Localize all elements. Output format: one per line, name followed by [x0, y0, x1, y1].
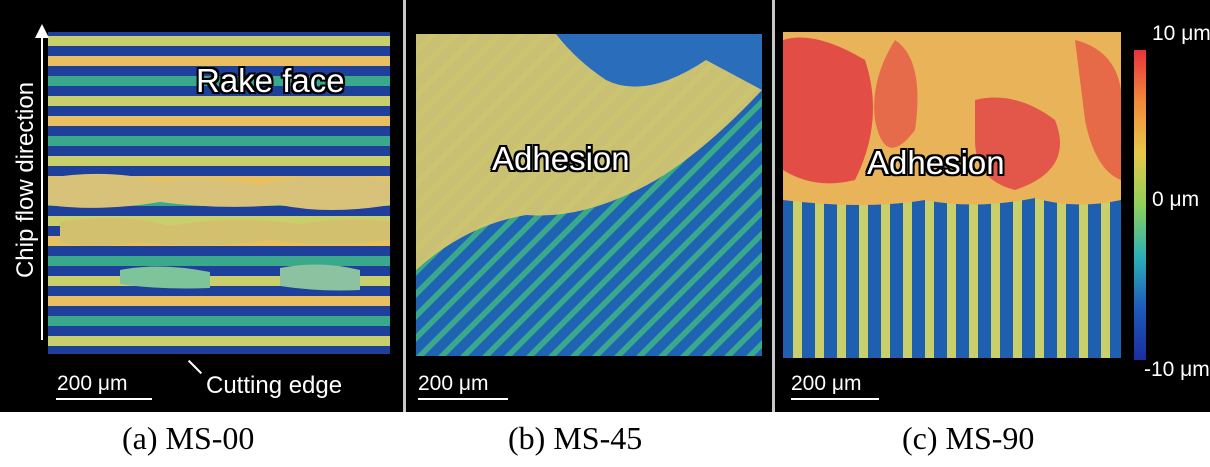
stripe	[1035, 196, 1044, 358]
stripe	[991, 196, 1000, 358]
stripe	[614, 208, 762, 356]
rake-face-label: Rake face	[196, 62, 345, 99]
stripe	[658, 251, 762, 356]
stripe	[548, 142, 762, 356]
stripe	[504, 98, 762, 356]
stripe	[746, 340, 762, 356]
caption-c: (c) MS-90	[902, 420, 1035, 456]
stripe	[48, 136, 390, 146]
stripe	[793, 196, 802, 358]
chip-flow-direction-label: Chip flow direction	[12, 81, 39, 279]
scale-bar-label-a: 200 μm	[57, 372, 128, 395]
stripe	[48, 36, 390, 46]
panel-ms-00: Chip flow direction Rake face 200 μm Cut…	[0, 0, 403, 412]
stripe	[903, 196, 912, 358]
scale-bar-label-c: 200 μm	[791, 372, 862, 395]
stripe	[570, 164, 762, 356]
scale-bar-label-b: 200 μm	[418, 372, 489, 395]
stripe	[48, 156, 390, 166]
stripe	[48, 316, 390, 326]
adhesion-label-c: Adhesion	[867, 144, 1005, 181]
stripe	[702, 296, 762, 356]
stripe	[1079, 196, 1088, 358]
stripe	[947, 196, 956, 358]
stripe	[724, 318, 762, 356]
stripe	[815, 196, 824, 358]
stripe	[48, 336, 390, 346]
colorbar-label-middle: 0 μm	[1152, 188, 1200, 211]
stripe	[925, 196, 934, 358]
scale-bar-b	[418, 398, 508, 400]
stripe	[1013, 196, 1022, 358]
surface-map-ms-00	[48, 32, 390, 354]
stripe	[48, 296, 390, 306]
stripe	[592, 186, 762, 356]
panel-divider-2	[772, 0, 775, 412]
stripe	[680, 274, 762, 356]
stripe	[837, 196, 846, 358]
panel-divider-1	[403, 0, 406, 412]
chip-flow-arrowhead-icon	[35, 24, 49, 38]
stripe	[48, 56, 390, 66]
stripe	[969, 196, 978, 358]
adhesion-label-b: Adhesion	[492, 140, 630, 177]
chip-flow-arrow-icon	[41, 30, 43, 340]
cutting-edge-label: Cutting edge	[206, 372, 343, 399]
stripe	[1057, 196, 1066, 358]
colorbar-label-top: 10 μm	[1152, 22, 1210, 45]
figure-strip: Chip flow direction Rake face 200 μm Cut…	[0, 0, 1210, 412]
surface-map-ms-90	[783, 32, 1121, 358]
surface-map-ms-45	[406, 34, 762, 356]
stripe	[1101, 196, 1110, 358]
stripe	[526, 120, 762, 356]
stripe	[636, 230, 762, 356]
height-colorbar	[1134, 50, 1146, 360]
panel-ms-45: Adhesion 200 μm	[406, 0, 772, 412]
colorbar-label-bottom: -10 μm	[1144, 358, 1210, 381]
scale-bar-a	[56, 398, 152, 400]
caption-b: (b) MS-45	[508, 420, 643, 456]
stripe	[48, 76, 390, 86]
stripe	[48, 276, 390, 286]
caption-a: (a) MS-00	[122, 420, 255, 456]
stripe	[48, 256, 390, 266]
stripe	[859, 196, 868, 358]
stripe	[48, 116, 390, 126]
stripe	[406, 34, 416, 356]
stripe	[881, 196, 890, 358]
stripe	[48, 96, 390, 106]
scale-bar-c	[791, 398, 879, 400]
panel-ms-90: Adhesion 200 μm	[775, 0, 1210, 412]
